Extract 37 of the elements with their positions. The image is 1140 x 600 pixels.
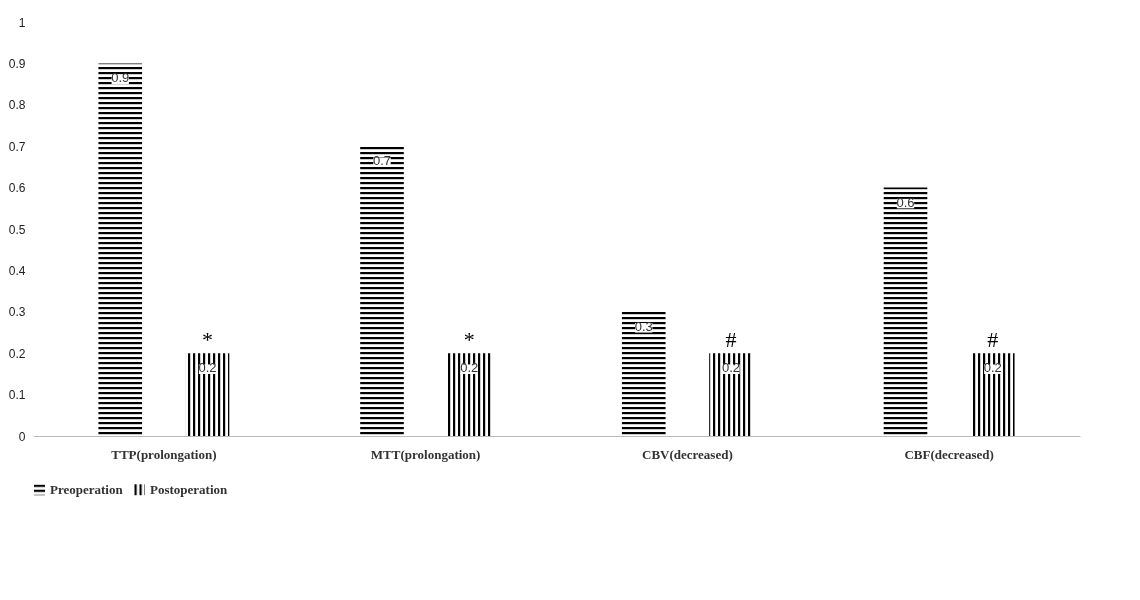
bar <box>447 353 492 436</box>
y-tick-label: 0.6 <box>8 181 26 196</box>
data-label: 0.2 <box>721 360 741 376</box>
y-tick-label: 0.7 <box>8 139 26 154</box>
annotation: * <box>202 327 213 353</box>
y-tick-label: 0.9 <box>8 56 26 71</box>
y-tick-label: 0.1 <box>8 388 26 403</box>
y-tick-label: 0 <box>18 429 26 444</box>
x-tick-label: MTT(prolongation) <box>370 446 481 462</box>
y-tick-label: 0.8 <box>8 98 26 113</box>
y-tick-label: 0.3 <box>8 305 26 320</box>
x-tick-label: TTP(prolongation) <box>111 446 217 462</box>
data-label: 0.2 <box>983 360 1002 376</box>
bar <box>883 187 928 436</box>
bar <box>98 63 143 436</box>
y-tick-label: 0.2 <box>8 346 26 361</box>
x-tick-label: CBV(decreased) <box>642 446 733 462</box>
data-label: 0.2 <box>198 360 217 376</box>
bar <box>709 353 753 436</box>
data-label: 0.7 <box>372 153 392 169</box>
legend-label: Postoperation <box>150 481 229 497</box>
y-tick-label: 0.5 <box>8 222 26 237</box>
y-tick-label: 0.4 <box>8 263 26 278</box>
annotation: # <box>987 327 999 353</box>
bar <box>970 353 1015 436</box>
bar <box>360 146 404 436</box>
y-tick-label: 1 <box>18 15 26 30</box>
bar <box>185 353 230 436</box>
annotation: # <box>725 327 737 353</box>
data-label: 0.6 <box>896 194 915 210</box>
legend-label: Preoperation <box>50 481 124 497</box>
data-label: 0.9 <box>111 70 130 86</box>
bar <box>621 311 666 436</box>
x-tick-label: CBF(decreased) <box>904 446 994 462</box>
data-label: 0.2 <box>460 360 479 376</box>
data-label: 0.3 <box>634 318 653 334</box>
annotation: * <box>463 327 475 353</box>
